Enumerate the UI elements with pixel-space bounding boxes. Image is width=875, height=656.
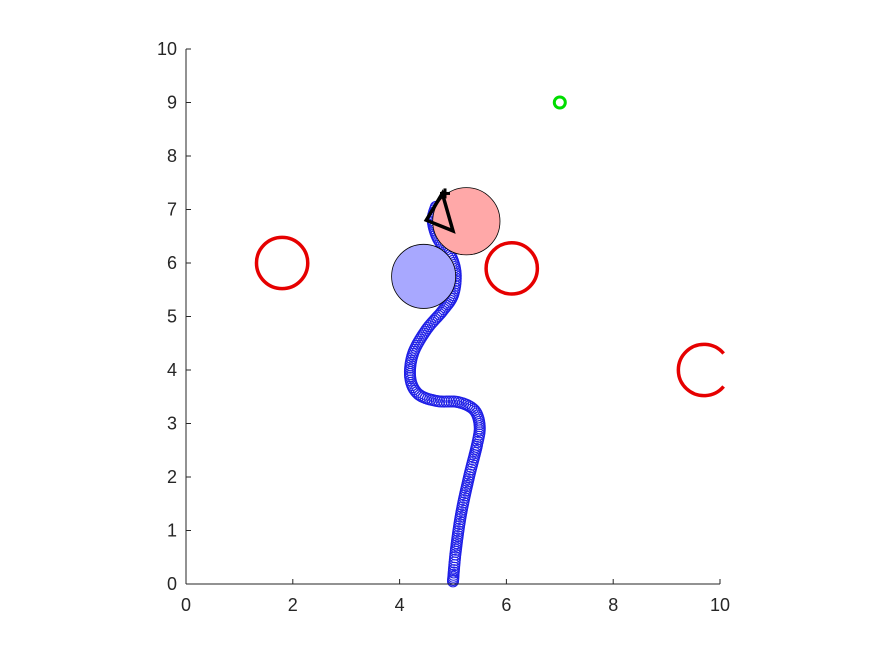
x-tick-label-5: 10 [710,595,730,615]
y-tick-label-8: 8 [167,146,177,166]
agent-cross-marker [439,188,450,199]
goal-marker [552,95,567,110]
x-tick-label-0: 0 [181,595,191,615]
y-ticks: 0 1 2 3 4 5 6 7 8 9 10 [157,39,191,594]
x-ticks: 0 2 4 6 8 10 [181,579,730,615]
y-tick-label-0: 0 [167,574,177,594]
obstacle-3 [676,342,725,398]
y-tick-label-10: 10 [157,39,177,59]
y-tick-label-7: 7 [167,200,177,220]
y-tick-label-2: 2 [167,467,177,487]
y-tick-label-5: 5 [167,307,177,327]
x-tick-label-2: 4 [395,595,405,615]
obstacle-1 [254,235,310,291]
trajectory-marker-88 [440,395,453,408]
x-tick-label-1: 2 [288,595,298,615]
y-tick-label-3: 3 [167,414,177,434]
y-tick-label-6: 6 [167,253,177,273]
robot-1 [391,243,457,309]
y-tick-label-1: 1 [167,521,177,541]
trajectory-marker-103 [409,384,422,397]
y-tick-label-9: 9 [167,93,177,113]
x-tick-label-3: 6 [501,595,511,615]
plot-area [254,95,725,588]
agent-triangle [423,189,456,234]
y-tick-label-4: 4 [167,360,177,380]
obstacle-2 [484,240,540,296]
x-tick-label-4: 8 [608,595,618,615]
axes [185,49,720,585]
